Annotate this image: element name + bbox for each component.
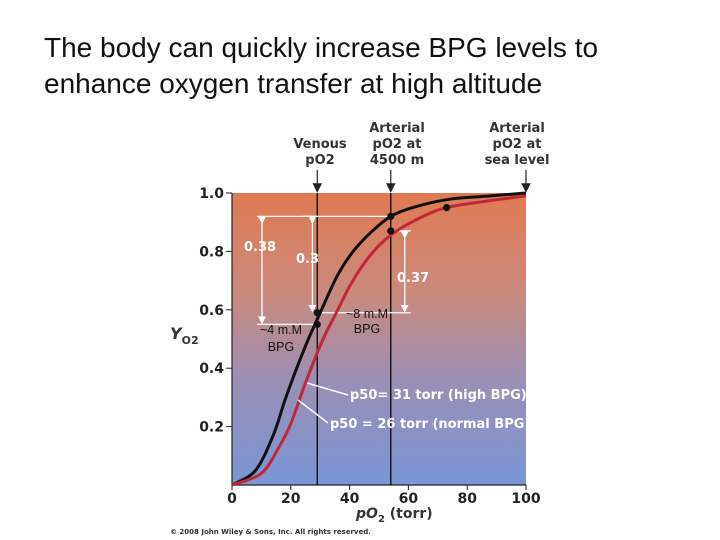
slide-title-line-1: The body can quickly increase BPG levels…: [44, 32, 599, 63]
data-point: [443, 204, 451, 212]
x-tick-label: 40: [340, 491, 360, 507]
plot-background: [232, 193, 526, 485]
p50-normal-pointer: [297, 399, 329, 424]
x-tick-label: 80: [457, 491, 477, 507]
delta-037-label: 0.37: [397, 271, 429, 286]
delta-03-label: 0.3: [296, 252, 319, 267]
y-axis-title-main: Y: [170, 324, 183, 343]
reference-lines: [312, 170, 531, 485]
x-axis-title-main: pO: [355, 506, 378, 522]
axes: [226, 192, 527, 490]
y-tick-label: 0.4: [199, 361, 224, 377]
tick-labels: 0 20 40 60 80 100 0.2 0.4 0.6 0.8 1.0: [199, 186, 541, 507]
arterial-sea-label-line-2: pO2 at: [493, 137, 542, 152]
arterial-altitude-label-line-1: Arterial: [369, 121, 425, 136]
x-axis-title-sub: 2: [378, 514, 385, 525]
venous-label-line-1: Venous: [293, 137, 347, 152]
x-axis-title: pO2 (torr): [355, 506, 433, 525]
normal-bpg-curve: [231, 191, 527, 487]
arterial-altitude-label-line-2: pO2 at: [373, 137, 422, 152]
bpg-high-label-line-1: ~8 m.M: [346, 307, 388, 321]
curves: [231, 191, 527, 487]
bpg-low-label-line-1: ~4 m.M: [260, 323, 302, 337]
slide-title-line-2: enhance oxygen transfer at high altitude: [44, 68, 543, 99]
y-tick-label: 1.0: [199, 186, 224, 202]
x-tick-label: 20: [281, 491, 301, 507]
x-tick-label: 60: [399, 491, 419, 507]
y-tick-label: 0.8: [199, 244, 224, 260]
arterial-sea-label-line-1: Arterial: [489, 121, 545, 136]
y-axis-title: YO2: [170, 324, 199, 347]
y-axis-title-sub: O2: [182, 334, 199, 347]
data-point: [313, 309, 321, 317]
y-tick-label: 0.2: [199, 420, 224, 436]
high-bpg-curve: [231, 194, 527, 487]
x-axis-title-unit: (torr): [385, 506, 433, 522]
bpg-low-label-line-2: BPG: [268, 340, 294, 354]
data-points: [313, 204, 451, 328]
delta-038-label: 0.38: [244, 240, 276, 255]
bpg-high-label-line-2: BPG: [354, 322, 380, 336]
venous-label-line-2: pO2: [305, 153, 334, 168]
x-tick-label: 0: [227, 491, 237, 507]
slide-title: The body can quickly increase BPG levels…: [44, 30, 704, 102]
x-tick-label: 100: [511, 491, 540, 507]
copyright-credit: © 2008 John Wiley & Sons, Inc. All right…: [170, 528, 371, 536]
data-point: [313, 320, 321, 328]
y-tick-label: 0.6: [199, 303, 224, 319]
delta-brackets: [257, 215, 411, 326]
p50-normal-label: p50 = 26 torr (normal BPG): [330, 417, 530, 432]
data-point: [387, 227, 395, 235]
arterial-sea-label-line-3: sea level: [485, 153, 550, 168]
p50-high-label: p50= 31 torr (high BPG): [350, 388, 527, 403]
arterial-altitude-label-line-3: 4500 m: [370, 153, 424, 168]
data-point: [387, 212, 395, 220]
p50-high-pointer: [306, 382, 349, 396]
